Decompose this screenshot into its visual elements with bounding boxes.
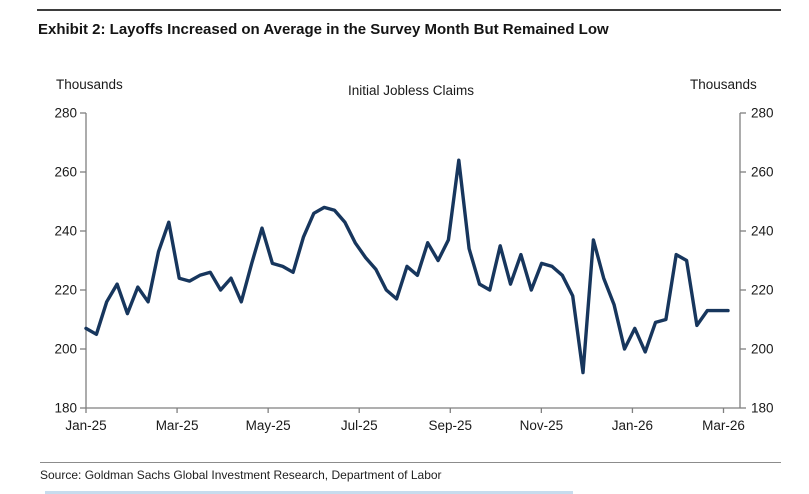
x-tick-label: Nov-25 [520, 418, 564, 433]
y-tick-label-right: 180 [751, 401, 774, 416]
y-tick-label-right: 280 [751, 106, 774, 121]
y-tick-label-left: 200 [54, 342, 77, 357]
y-tick-label-left: 240 [54, 224, 77, 239]
x-tick-label: Jan-25 [65, 418, 106, 433]
x-tick-label: Sep-25 [429, 418, 473, 433]
y-tick-label-left: 260 [54, 165, 77, 180]
y-tick-label-right: 220 [751, 283, 774, 298]
bottom-rule [40, 462, 781, 463]
x-tick-label: May-25 [246, 418, 291, 433]
bottom-accent-line [45, 491, 573, 494]
claims-series-line [84, 158, 730, 375]
right-axis-unit-label: Thousands [690, 77, 757, 92]
y-tick-label-left: 180 [54, 401, 77, 416]
chart-title: Initial Jobless Claims [347, 83, 475, 98]
y-tick-label-right: 260 [751, 165, 774, 180]
top-rule [37, 9, 781, 11]
y-tick-label-left: 280 [54, 106, 77, 121]
x-tick-label: Mar-26 [702, 418, 745, 433]
exhibit-title: Exhibit 2: Layoffs Increased on Average … [38, 21, 609, 38]
y-tick-label-right: 200 [751, 342, 774, 357]
y-tick-label-left: 220 [54, 283, 77, 298]
x-tick-label: Jan-26 [612, 418, 653, 433]
x-tick-label: Jul-25 [341, 418, 378, 433]
left-axis-unit-label: Thousands [56, 77, 123, 92]
y-tick-label-right: 240 [751, 224, 774, 239]
x-tick-label: Mar-25 [156, 418, 199, 433]
source-note: Source: Goldman Sachs Global Investment … [40, 468, 442, 482]
